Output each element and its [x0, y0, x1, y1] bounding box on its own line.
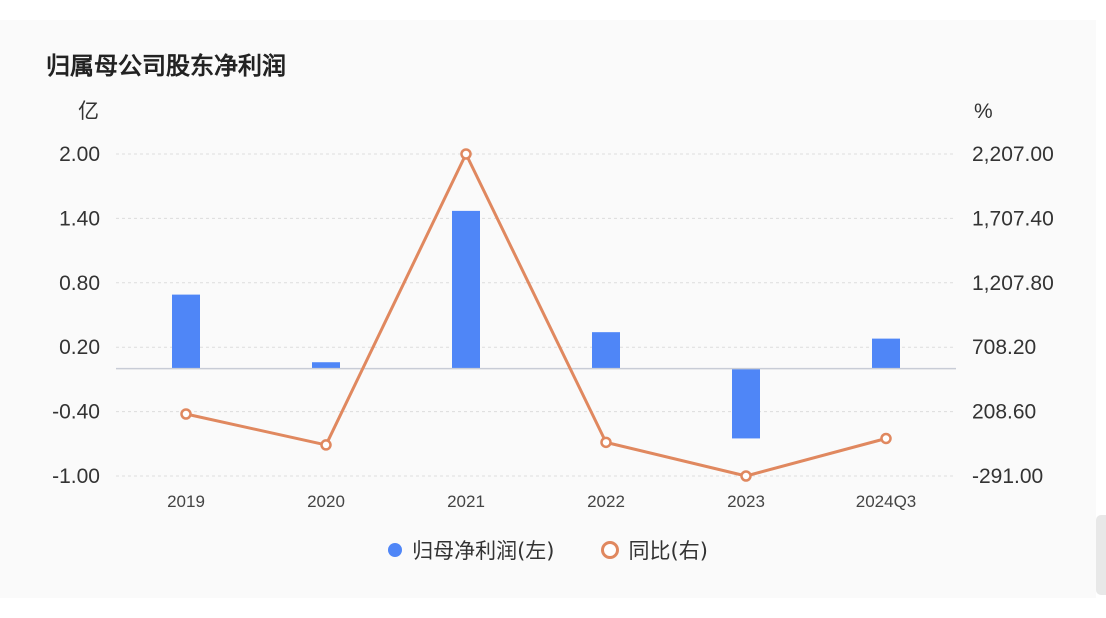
legend: 归母净利润(左) 同比(右) — [0, 535, 1096, 565]
left-axis-ticks: 2.00 1.40 0.80 0.20 -0.40 -1.00 — [52, 143, 100, 488]
x-tick-label: 2022 — [587, 492, 625, 511]
left-tick-label: 0.20 — [59, 336, 100, 359]
line-point-2023 — [740, 470, 752, 482]
line-point-2022 — [600, 436, 612, 449]
line-series — [180, 148, 892, 482]
bar-series — [172, 210, 900, 439]
right-tick-label: 708.20 — [972, 336, 1036, 359]
left-axis-unit: 亿 — [78, 100, 99, 123]
legend-item-line[interactable]: 同比(右) — [600, 535, 708, 565]
legend-line-marker — [600, 541, 619, 559]
right-tick-label: 208.60 — [972, 401, 1036, 424]
legend-bar-marker — [388, 543, 403, 557]
right-tick-label: -291.00 — [972, 465, 1043, 488]
legend-item-bars[interactable]: 归母净利润(左) — [388, 535, 555, 565]
grid-lines — [116, 153, 956, 477]
x-axis-labels: 2019 2020 2021 2022 2023 2024Q3 — [167, 492, 916, 511]
bar-2021 — [452, 210, 480, 369]
line-point-2019 — [180, 408, 192, 420]
left-tick-label: 0.80 — [59, 272, 100, 295]
bar-2019 — [172, 294, 200, 369]
left-tick-label: -1.00 — [52, 465, 100, 488]
chart-title: 归属母公司股东净利润 — [46, 52, 286, 80]
bar-2020 — [312, 362, 340, 369]
chart-canvas: 亿 % 2.00 1.40 0.80 0.20 -0.40 -1.00 2,207.00 1… — [52, 100, 1054, 511]
x-tick-label: 2021 — [447, 492, 485, 511]
right-tick-label: 1,207.80 — [972, 272, 1054, 295]
x-tick-label: 2020 — [307, 492, 345, 511]
left-tick-label: 2.00 — [59, 143, 100, 166]
right-axis-unit: % — [974, 100, 993, 123]
line-path — [185, 152, 887, 478]
x-tick-label: 2023 — [727, 492, 765, 511]
x-tick-label: 2024Q3 — [856, 492, 917, 511]
chart-card: 归属母公司股东净利润 亿 % 2.00 1.40 0.80 0.20 -0.40 -1.0… — [0, 20, 1096, 598]
line-point-2024Q3 — [880, 432, 892, 445]
bar-2023 — [732, 368, 760, 439]
line-point-2020 — [320, 439, 332, 451]
bar-2024Q3 — [872, 338, 900, 369]
right-tick-label: 2,207.00 — [972, 143, 1054, 166]
left-tick-label: -0.40 — [52, 401, 100, 424]
right-axis-ticks: 2,207.00 1,707.40 1,207.80 708.20 208.60 -291… — [972, 143, 1054, 488]
line-point-2021 — [460, 148, 472, 160]
left-tick-label: 1.40 — [59, 207, 100, 230]
x-tick-label: 2019 — [167, 492, 205, 511]
bar-2022 — [592, 332, 620, 369]
scroll-handle[interactable] — [1096, 515, 1106, 595]
right-tick-label: 1,707.40 — [972, 207, 1054, 230]
legend-bar-label: 归母净利润(左) — [412, 539, 555, 563]
legend-line-label: 同比(右) — [628, 539, 708, 563]
